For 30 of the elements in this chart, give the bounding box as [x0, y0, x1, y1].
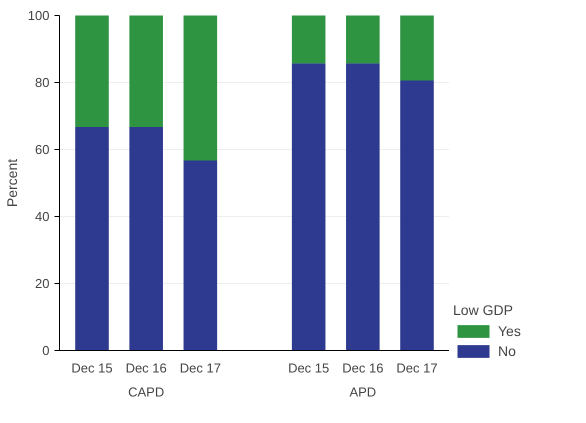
bar [346, 16, 380, 64]
bar [75, 16, 109, 128]
y-tick-label: 60 [35, 142, 50, 157]
bar [292, 63, 326, 350]
bar [75, 127, 109, 350]
bar [400, 16, 434, 80]
text: APD [349, 384, 376, 400]
x-tick-label: Dec 16 [342, 360, 384, 376]
legend-label: No [498, 343, 517, 359]
y-tick-label: 40 [35, 209, 50, 224]
x-tick-label: Dec 17 [396, 360, 438, 376]
y-tick-label: 20 [35, 276, 50, 291]
text: CAPD [128, 384, 164, 400]
legend-title: Low GDP [453, 302, 514, 318]
y-tick-label: 0 [42, 343, 50, 358]
x-tick-label: Dec 15 [71, 360, 113, 376]
legend-label: Yes [498, 323, 521, 339]
bar [400, 80, 434, 350]
y-tick-label: 80 [35, 75, 50, 90]
y-axis-title: Percent [4, 158, 20, 208]
bar [292, 16, 326, 64]
bar [129, 127, 163, 350]
y-tick-label: 100 [28, 8, 50, 23]
bar [184, 160, 218, 350]
bar [184, 16, 218, 161]
x-tick-label: Dec 15 [288, 360, 330, 376]
bar [129, 16, 163, 128]
bar [346, 63, 380, 350]
x-tick-label: Dec 17 [180, 360, 221, 376]
x-tick-label: Dec 16 [126, 360, 167, 376]
